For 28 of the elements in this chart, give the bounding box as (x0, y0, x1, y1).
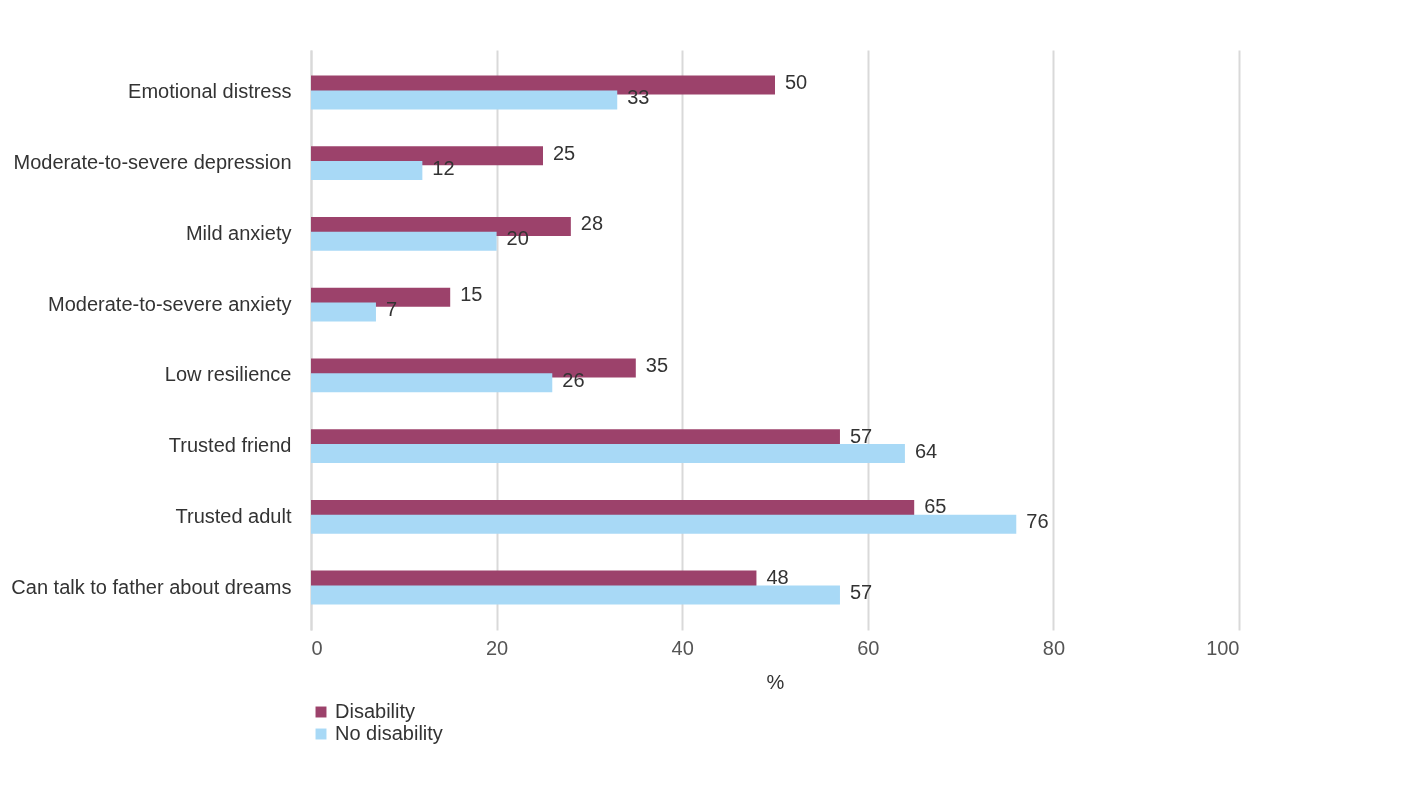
data-label: 25 (553, 141, 576, 164)
x-tick-label: 80 (1042, 636, 1066, 659)
y-tick-label: Emotional distress (128, 80, 292, 103)
data-label: 57 (849, 581, 873, 604)
legend-label: Disability (335, 700, 416, 722)
y-tick-label: Can talk to father about dreams (11, 575, 292, 598)
legend-label: No disability (335, 722, 443, 744)
y-tick-label: Moderate-to-severe anxiety (48, 292, 292, 315)
y-tick-label: Mild anxiety (185, 221, 292, 244)
x-axis-title: % (766, 670, 785, 693)
x-tick-label: 60 (857, 636, 880, 659)
y-tick-label: Trusted friend (168, 434, 292, 457)
data-label: 48 (766, 566, 789, 589)
y-tick-label: Trusted adult (175, 504, 292, 527)
data-label: 65 (924, 495, 947, 518)
data-label: 35 (645, 353, 669, 376)
y-tick-label: Moderate-to-severe depression (13, 151, 292, 174)
x-tick-label: 0 (311, 636, 323, 659)
data-label: 57 (849, 424, 873, 447)
data-label: 28 (580, 212, 604, 235)
y-tick-label: Low resilience (164, 363, 292, 386)
data-label: 76 (1026, 510, 1049, 533)
data-label: 15 (460, 283, 483, 306)
x-tick-label: 40 (671, 636, 694, 659)
data-label: 50 (785, 70, 808, 93)
x-tick-label: 20 (485, 636, 509, 659)
data-label: 64 (914, 439, 938, 462)
x-tick-label: 100 (1206, 636, 1240, 659)
